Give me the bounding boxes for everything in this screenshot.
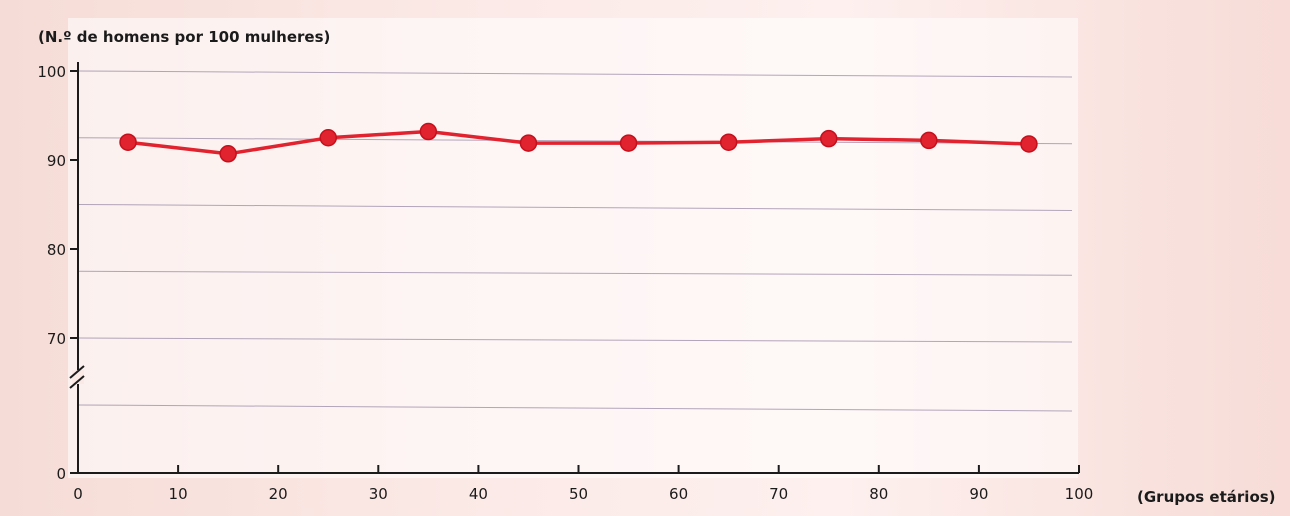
x-tick-label: 10 (169, 485, 188, 503)
x-tick-label: 60 (669, 485, 688, 503)
y-tick-label: 70 (47, 330, 66, 348)
grid-lines (77, 70, 1073, 412)
data-point (1020, 135, 1038, 153)
x-axis-label: (Grupos etários) (1137, 488, 1276, 506)
gridline (77, 137, 1073, 145)
gridline (77, 70, 1073, 78)
data-point (920, 131, 938, 150)
data-point (219, 145, 237, 163)
data-point (519, 134, 538, 152)
gridline (77, 204, 1073, 211)
data-point (419, 122, 438, 141)
series-line (127, 129, 1029, 156)
x-tick-label: 20 (269, 485, 288, 503)
y-axis-label: (N.º de homens por 100 mulheres) (38, 28, 330, 46)
data-point (820, 129, 838, 148)
tick-marks (70, 70, 1080, 474)
axis-break-slash (69, 365, 85, 379)
x-tick-label: 100 (1065, 485, 1094, 503)
axis-break-slash (69, 375, 85, 389)
x-tick-label: 50 (569, 485, 588, 503)
gridline (77, 404, 1073, 412)
x-tick-label: 80 (869, 485, 888, 503)
gridline (77, 270, 1073, 276)
tick-labels: 0 70 80 90 100 0 10 20 30 40 50 60 70 80 90 100 (37, 63, 1093, 503)
x-tick-label: 90 (969, 485, 988, 503)
x-tick-label: 0 (73, 485, 83, 503)
x-tick-label: 40 (469, 485, 488, 503)
gridline (77, 337, 1073, 343)
plot-area-background (68, 18, 1078, 478)
data-point (719, 133, 738, 151)
y-tick-label: 100 (37, 63, 66, 81)
y-tick-label: 90 (47, 152, 66, 170)
y-tick-label: 0 (56, 465, 66, 483)
data-point (319, 129, 337, 147)
axis-break-mark (69, 365, 85, 389)
data-point (619, 134, 638, 152)
series-group (119, 122, 1038, 163)
y-tick-label: 80 (47, 241, 66, 259)
x-tick-label: 30 (369, 485, 388, 503)
data-point (119, 133, 137, 151)
x-tick-label: 70 (769, 485, 788, 503)
